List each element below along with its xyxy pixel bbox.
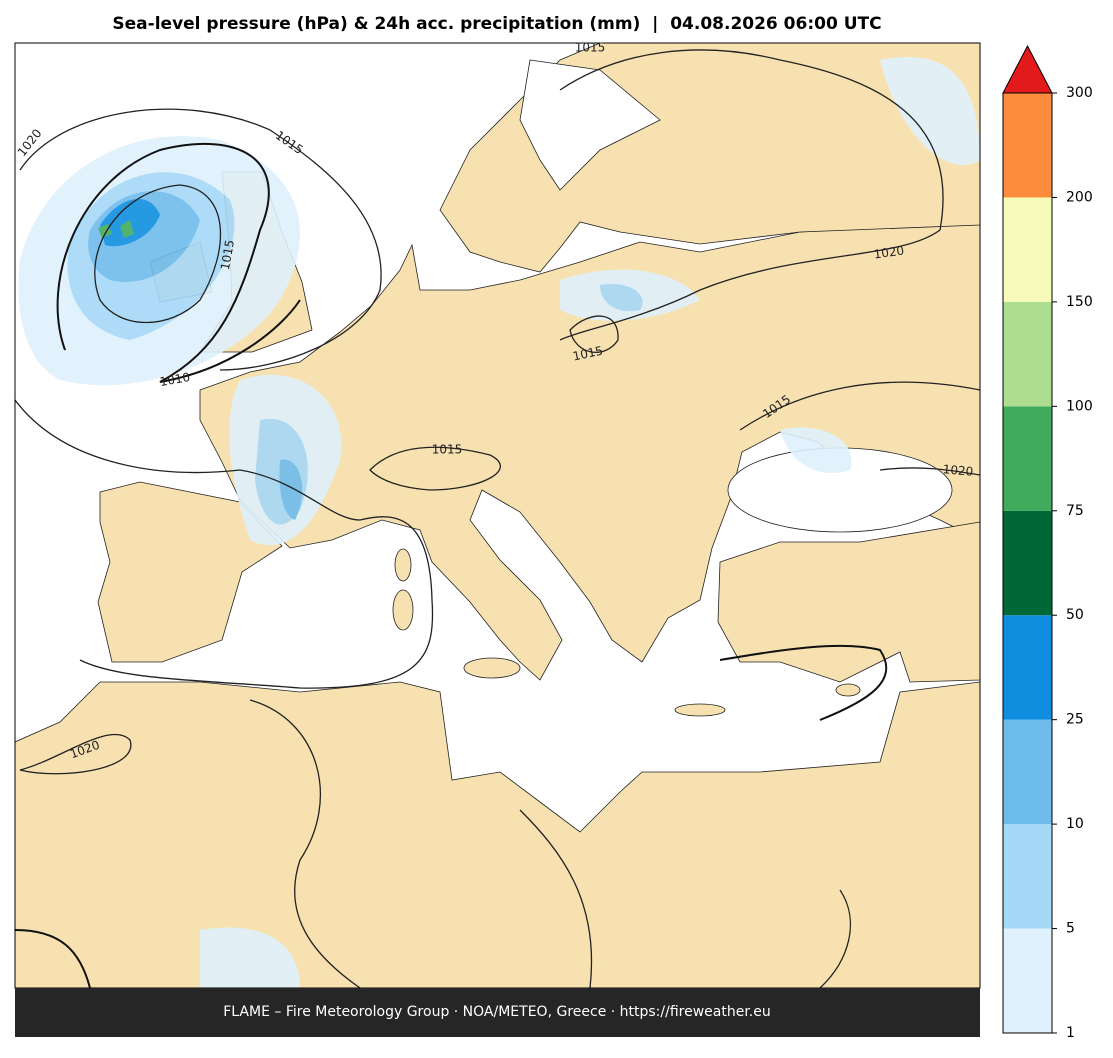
colorbar-bin (1003, 301, 1052, 407)
island (463, 657, 521, 679)
map (15, 43, 980, 988)
colorbar-tick-label: 25 (1066, 712, 1084, 728)
colorbar-tick-label: 50 (1066, 607, 1084, 623)
title: Sea-level pressure (hPa) & 24h acc. prec… (112, 14, 881, 34)
baltic-sea (519, 59, 661, 191)
contour-label: 1020 (873, 243, 905, 261)
colorbar-bin (1003, 197, 1052, 302)
colorbar-tick-label: 5 (1066, 921, 1075, 937)
colorbar-tick-label: 10 (1066, 816, 1084, 832)
contour-label: 1010 (159, 370, 192, 389)
island (835, 683, 861, 697)
island (394, 548, 412, 582)
colorbar-tick-label: 100 (1066, 398, 1093, 414)
contour-label: 1015 (572, 343, 605, 363)
precipitation (18, 56, 980, 988)
footer-bar (15, 988, 980, 1037)
contour-label: 1015 (218, 239, 237, 272)
colorbar-bin (1003, 928, 1052, 1033)
land (15, 681, 980, 988)
colorbar-bin (1003, 824, 1052, 929)
land (199, 221, 980, 681)
colorbar-tick-label: 1 (1066, 1025, 1075, 1041)
contour-label: 1020 (942, 462, 974, 479)
colorbar-bin (1003, 406, 1052, 511)
colorbar-bin (1003, 719, 1052, 825)
isobars (15, 49, 980, 988)
colorbar-tick-label: 200 (1066, 189, 1093, 205)
island (674, 703, 726, 717)
contour-label: 1015 (432, 443, 463, 457)
colorbar-frame (1002, 92, 1053, 1034)
colorbar-tick-label: 150 (1066, 294, 1093, 310)
colorbar-bin (1003, 93, 1052, 198)
colorbar-bin (1003, 615, 1052, 720)
land (97, 481, 283, 663)
land (717, 521, 980, 683)
contour-label: 1015 (575, 41, 606, 55)
colorbar-tick-label: 300 (1066, 85, 1093, 101)
colorbar-extend (1002, 44, 1053, 94)
island (392, 589, 414, 631)
footer: FLAME – Fire Meteorology Group · NOA/MET… (223, 1004, 771, 1020)
colorbar-tick-label: 75 (1066, 503, 1084, 519)
colorbar-bin (1003, 510, 1052, 616)
